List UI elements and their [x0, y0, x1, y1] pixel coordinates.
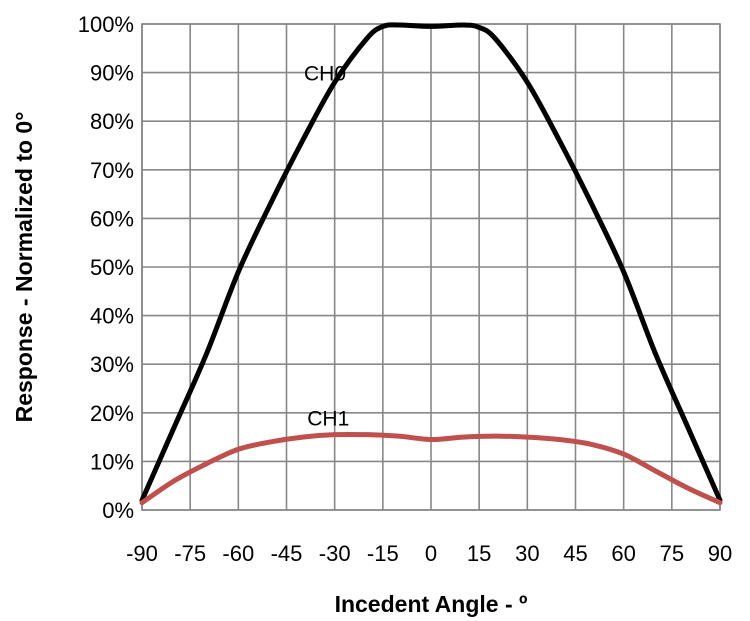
y-axis-title: Response - Normalized to 0° [11, 112, 37, 423]
x-tick-label: 0 [425, 541, 437, 566]
x-axis: -90 -75 -60 -45 -30 -15 0 15 30 45 60 75 90 [126, 541, 732, 566]
series-label-ch1: CH1 [307, 408, 349, 431]
series-line-ch1 [139, 431, 723, 506]
series-label-ch0: CH0 [304, 63, 346, 86]
y-tick-label: 70% [90, 158, 134, 183]
y-tick-label: 30% [90, 352, 134, 377]
y-tick-label: 50% [90, 255, 134, 280]
series-line-ch0 [139, 22, 723, 503]
x-tick-label: -90 [126, 541, 158, 566]
x-tick-label: 15 [467, 541, 491, 566]
x-axis-title: Incedent Angle - º [335, 591, 528, 617]
y-tick-label: 100% [78, 12, 134, 37]
x-tick-label: -30 [319, 541, 351, 566]
y-tick-label: 10% [90, 449, 134, 474]
y-tick-label: 20% [90, 401, 134, 426]
x-tick-label: -60 [222, 541, 254, 566]
x-tick-label: 45 [563, 541, 587, 566]
y-tick-label: 90% [90, 61, 134, 86]
x-tick-label: -15 [367, 541, 399, 566]
y-tick-label: 60% [90, 206, 134, 231]
y-tick-label: 80% [90, 109, 134, 134]
y-axis: 0% 10% 20% 30% 40% 50% 60% 70% 80% 90% 100% [78, 12, 134, 523]
series-lines [139, 22, 723, 506]
x-tick-label: 75 [660, 541, 684, 566]
y-tick-label: 0% [102, 498, 134, 523]
x-tick-label: 30 [515, 541, 539, 566]
series-labels: CH0 CH1 [304, 63, 349, 431]
x-tick-label: 60 [611, 541, 635, 566]
y-tick-label: 40% [90, 304, 134, 329]
x-tick-label: -45 [271, 541, 303, 566]
x-tick-label: -75 [174, 541, 206, 566]
x-tick-label: 90 [708, 541, 732, 566]
